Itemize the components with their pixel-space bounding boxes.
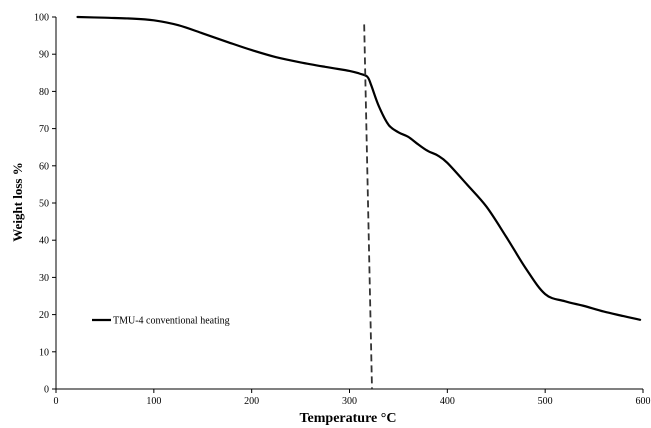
y-tick-label: 90 — [39, 50, 49, 61]
y-tick-label: 30 — [39, 273, 49, 284]
x-tick-label: 400 — [440, 396, 455, 407]
y-tick-label: 20 — [39, 310, 49, 321]
x-tick-label: 500 — [538, 396, 553, 407]
y-tick-label: 60 — [39, 161, 49, 172]
y-axis-ticks: 0 10 20 30 40 50 60 70 80 90 100 — [34, 13, 56, 396]
x-tick-label: 600 — [636, 396, 651, 407]
x-tick-label: 200 — [244, 396, 259, 407]
x-tick-label: 300 — [342, 396, 357, 407]
y-tick-label: 100 — [34, 13, 49, 24]
y-axis-title: Weight loss % — [10, 162, 25, 241]
legend: TMU-4 conventional heating — [92, 316, 230, 327]
y-tick-label: 70 — [39, 124, 49, 135]
y-tick-label: 80 — [39, 87, 49, 98]
y-tick-label: 10 — [39, 347, 49, 358]
y-tick-label: 40 — [39, 236, 49, 247]
series-line-tmu-4 — [76, 15, 642, 321]
reference-dashed-line — [363, 24, 373, 390]
y-tick-label: 0 — [44, 385, 49, 396]
x-axis-ticks: 0 100 200 300 400 500 600 — [54, 389, 651, 407]
x-axis-title: Temperature °C — [300, 411, 397, 426]
y-tick-label: 50 — [39, 199, 49, 210]
x-tick-label: 0 — [54, 396, 59, 407]
x-tick-label: 100 — [146, 396, 161, 407]
legend-label: TMU-4 conventional heating — [113, 316, 230, 327]
